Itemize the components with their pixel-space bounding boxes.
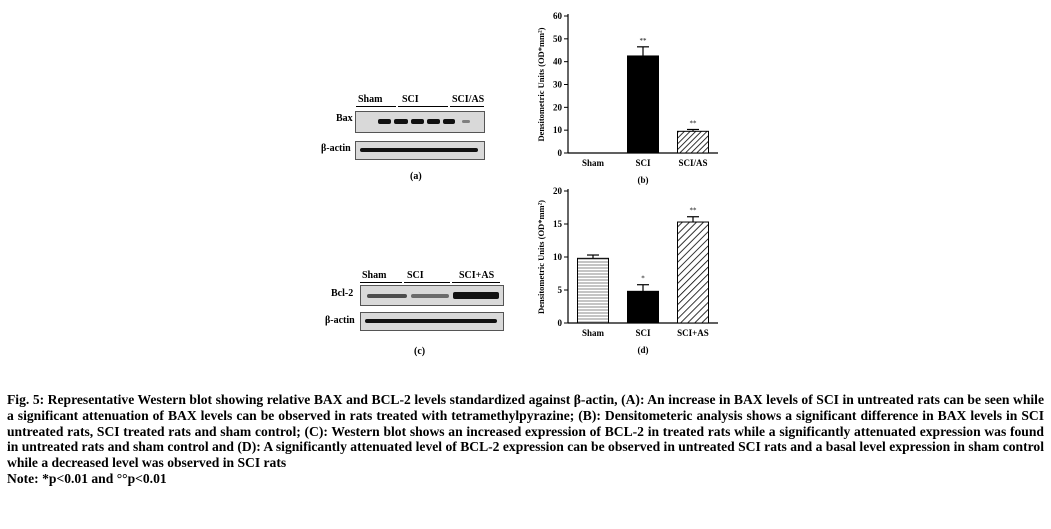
significance-marker: ** — [690, 207, 698, 215]
blot-a-row-bax: Bax — [336, 113, 353, 124]
blot-c-group-sci-as: SCI+AS — [459, 270, 495, 281]
bar-sci — [627, 55, 659, 154]
panel-label: (d) — [638, 345, 649, 355]
bar-sci — [627, 290, 659, 324]
y-tick-label: 15 — [553, 219, 563, 229]
figure-caption: Fig. 5: Representative Western blot show… — [7, 392, 1044, 487]
panel-label-c: (c) — [414, 346, 426, 357]
panel-label: (b) — [638, 175, 649, 185]
blot-a-actin-strip — [355, 141, 485, 160]
caption-text: Fig. 5: Representative Western blot show… — [7, 392, 1044, 471]
significance-marker: ** — [690, 119, 698, 127]
blot-c-group-sham: Sham — [362, 270, 387, 281]
caption-note: Note: *p<0.01 and °°p<0.01 — [7, 470, 167, 486]
y-tick-label: 10 — [553, 125, 563, 135]
bar-sham — [577, 257, 609, 324]
y-tick-label: 0 — [558, 318, 563, 328]
y-tick-label: 10 — [553, 252, 563, 262]
y-tick-label: 5 — [558, 285, 563, 295]
y-tick-label: 40 — [553, 57, 563, 67]
y-tick-label: 50 — [553, 34, 563, 44]
blot-c-row-bcl2: Bcl-2 — [331, 288, 354, 299]
category-label: Sham — [582, 328, 605, 338]
y-tick-label: 60 — [553, 11, 563, 21]
y-tick-label: 0 — [558, 148, 563, 158]
y-tick-label: 30 — [553, 80, 563, 90]
blot-a-group-sham: Sham — [358, 94, 383, 105]
blot-a-group-sci: SCI — [402, 94, 419, 105]
blot-a-bax-strip — [355, 111, 485, 133]
blot-a-row-beta-actin: β-actin — [321, 143, 351, 154]
category-label: SCI/AS — [678, 158, 707, 168]
blot-c-row-beta-actin: β-actin — [325, 315, 355, 326]
y-tick-label: 20 — [553, 186, 563, 196]
blot-c-actin-strip — [360, 312, 504, 331]
bar-chart-b: 0 10 20 30 40 50 60 Densitometric Units (OD*mm… — [536, 11, 718, 185]
y-axis-label: Densitometric Units (OD*mm²) — [536, 200, 546, 314]
blot-a-group-sci-as: SCI/AS — [452, 94, 485, 105]
bar-sci-as — [677, 130, 709, 154]
category-label: Sham — [582, 158, 605, 168]
y-tick-label: 20 — [553, 102, 563, 112]
significance-marker: * — [641, 275, 645, 283]
bar-sci-as — [677, 221, 709, 324]
blot-c-bcl2-strip — [360, 285, 504, 306]
bar-chart-d: 0 5 10 15 20 Densitometric Units (OD*mm²) Sha… — [536, 186, 718, 355]
blot-c-group-sci: SCI — [407, 270, 424, 281]
panel-label-a: (a) — [410, 171, 422, 182]
significance-marker: ** — [640, 37, 648, 45]
category-label: SCI+AS — [677, 328, 709, 338]
category-label: SCI — [635, 158, 651, 168]
category-label: SCI — [635, 328, 651, 338]
y-axis-label: Densitometric Units (OD*mm²) — [536, 27, 546, 141]
